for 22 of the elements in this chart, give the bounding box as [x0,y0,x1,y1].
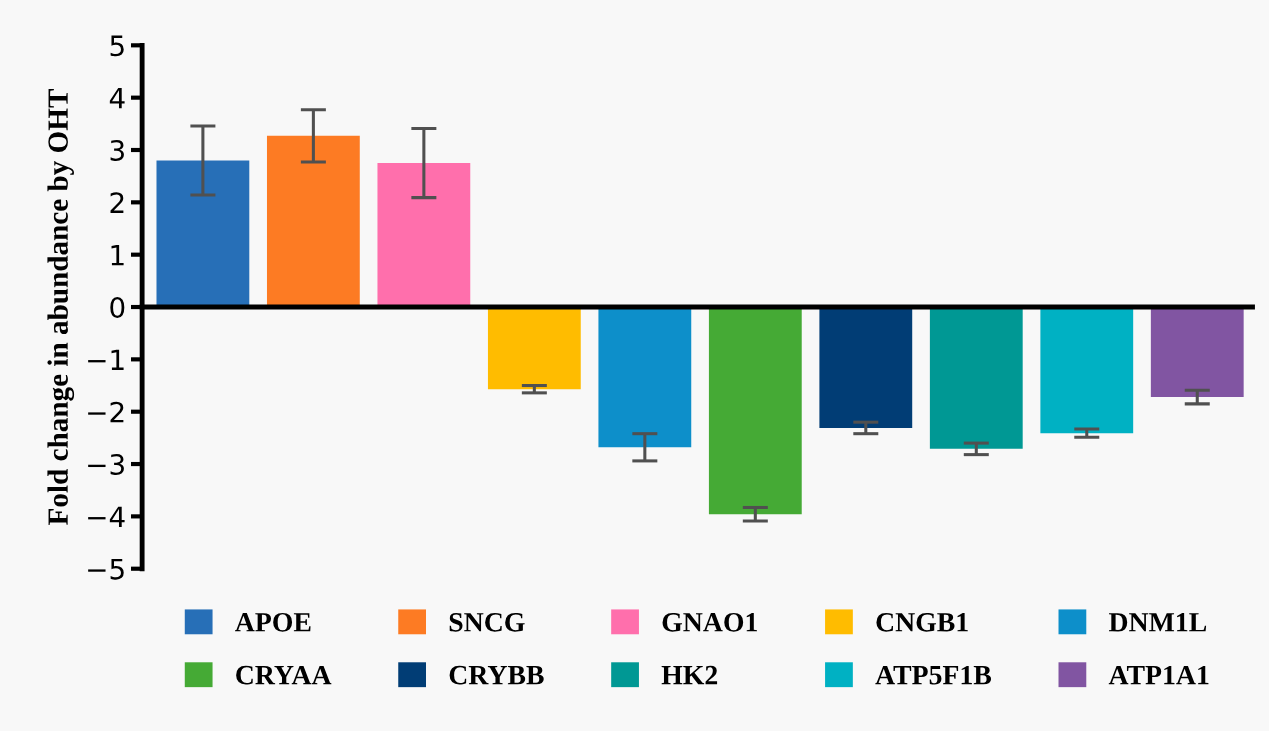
legend-label: CRYAA [236,665,332,685]
y-tick-label: 0 [110,296,125,318]
legend-label: ATP1A1 [1108,665,1209,685]
legend-label: HK2 [661,665,718,685]
y-axis-title: Fold change in abundance by OHT [47,89,75,525]
legend-label: DNM1L [1109,613,1207,632]
y-tick-label: 3 [110,139,124,161]
y-tick-label: 1 [111,244,124,266]
y-tick-label: −1 [88,349,124,370]
y-tick-label: −2 [88,401,124,423]
legend-label: CRYBB [449,665,544,685]
legend-label: APOE [235,612,311,632]
legend-label: SNCG [449,612,525,632]
legend-label: CNGB1 [876,612,968,632]
y-tick-label: 2 [110,192,124,213]
y-tick-label: −3 [88,453,124,475]
y-tick-label: −4 [88,506,125,527]
y-tick-label: 5 [110,35,124,57]
y-tick-label: 4 [109,87,125,109]
legend-label: GNAO1 [662,612,757,632]
legend-label: ATP5F1B [875,665,992,685]
y-tick-label: −5 [88,559,124,580]
